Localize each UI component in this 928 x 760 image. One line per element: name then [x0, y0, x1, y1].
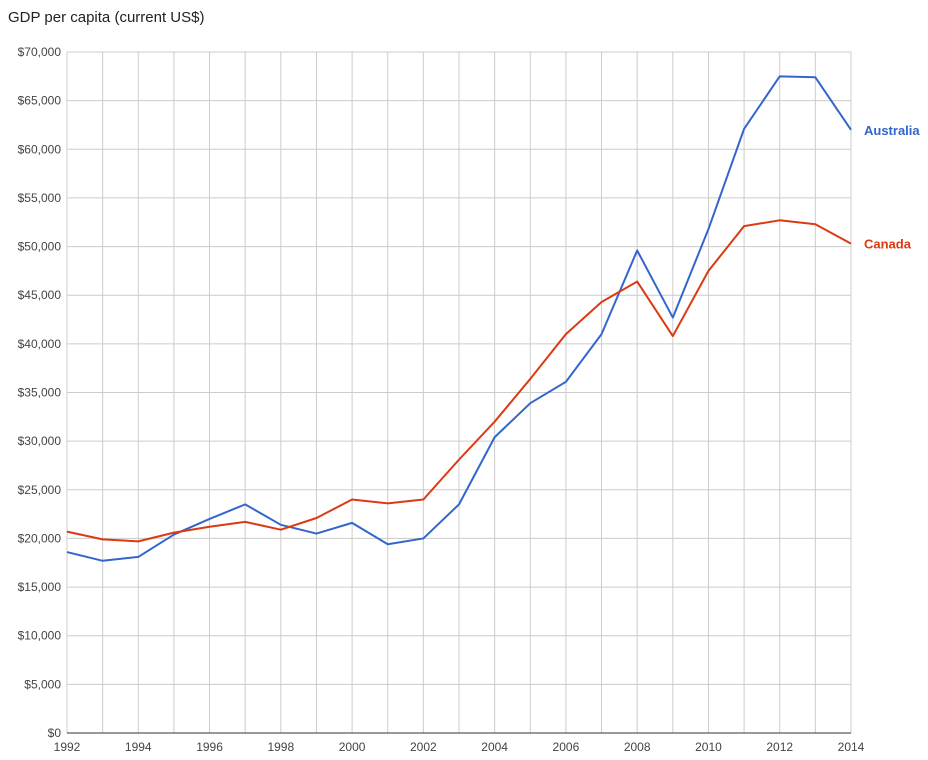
x-tick-label: 2010 [695, 740, 722, 754]
y-tick-label: $55,000 [18, 191, 62, 205]
y-tick-label: $40,000 [18, 337, 62, 351]
series-line-canada [66, 219, 852, 543]
y-tick-label: $5,000 [24, 677, 61, 691]
x-tick-label: 1998 [267, 740, 294, 754]
y-tick-label: $0 [48, 726, 62, 740]
y-tick-label: $70,000 [18, 45, 62, 59]
y-tick-label: $50,000 [18, 240, 62, 254]
x-tick-label: 1994 [125, 740, 152, 754]
y-tick-label: $25,000 [18, 483, 62, 497]
series-line-australia [66, 75, 852, 562]
x-tick-label: 2006 [553, 740, 580, 754]
x-tick-label: 2004 [481, 740, 508, 754]
x-tick-label: 1992 [54, 740, 81, 754]
legend-label-australia: Australia [864, 123, 920, 138]
y-tick-label: $45,000 [18, 288, 62, 302]
x-axis-ticks: 1992 1994 1996 1998 2000 2002 2004 2006 2008 2010… [54, 740, 865, 754]
x-tick-label: 2014 [838, 740, 865, 754]
series-lines [66, 75, 852, 562]
legend: Australia Canada [864, 123, 920, 252]
y-tick-label: $10,000 [18, 629, 62, 643]
x-tick-label: 2002 [410, 740, 437, 754]
y-tick-label: $35,000 [18, 386, 62, 400]
y-tick-label: $15,000 [18, 580, 62, 594]
x-tick-label: 1996 [196, 740, 223, 754]
y-tick-label: $65,000 [18, 94, 62, 108]
y-tick-label: $30,000 [18, 434, 62, 448]
chart-title: GDP per capita (current US$) [8, 9, 204, 26]
y-axis-ticks: $0 $5,000 $10,000 $15,000 $20,000 $25,000 $30,… [18, 45, 62, 740]
x-tick-label: 2008 [624, 740, 651, 754]
grid [66, 51, 852, 734]
x-tick-label: 2012 [766, 740, 793, 754]
legend-label-canada: Canada [864, 237, 912, 252]
y-tick-label: $20,000 [18, 531, 62, 545]
x-tick-label: 2000 [339, 740, 366, 754]
y-tick-label: $60,000 [18, 142, 62, 156]
